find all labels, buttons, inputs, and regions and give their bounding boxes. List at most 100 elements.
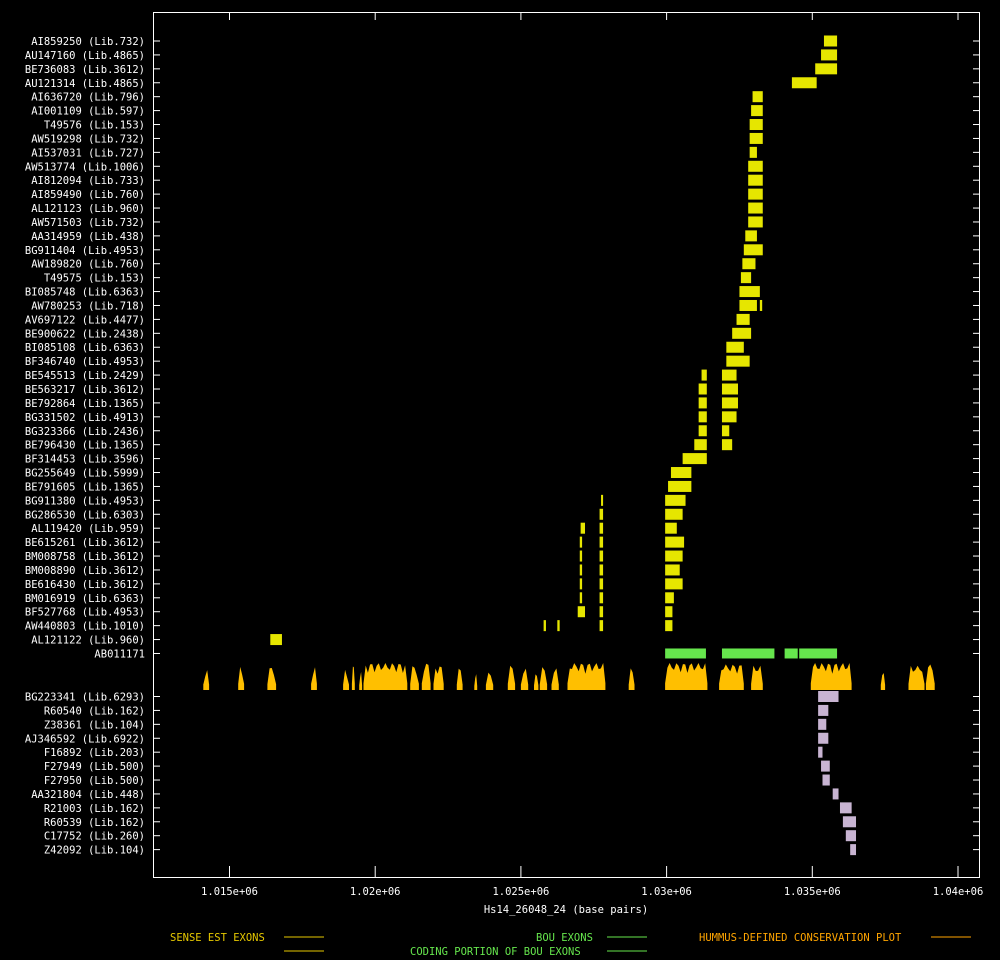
conservation-block-16 [534, 674, 539, 690]
sense-exon-37-1 [599, 550, 604, 562]
sense-exon-8-0 [749, 146, 757, 158]
sense-exon-35-1 [599, 522, 604, 534]
sense-est-label-43: AL121122 (Lib.960) [31, 635, 145, 647]
sense-exon-2-0 [815, 63, 838, 75]
x-axis-label: Hs14_26048_24 (base pairs) [484, 904, 648, 916]
bou-exon-0 [665, 648, 706, 659]
sense-exon-41-2 [665, 606, 673, 618]
sense-est-label-6: T49576 (Lib.153) [44, 120, 145, 132]
sense-exon-13-0 [748, 216, 763, 228]
sense-est-label-12: AL121123 (Lib.960) [31, 203, 145, 215]
sense-exon-36-0 [579, 536, 583, 548]
conservation-block-15 [520, 668, 529, 690]
sense-exon-40-2 [665, 592, 674, 604]
sense-exon-16-0 [742, 258, 756, 270]
x-tick-label-1: 1.02e+06 [350, 886, 401, 898]
x-tick-label-2: 1.025e+06 [492, 886, 549, 898]
sense-exon-34-0 [599, 508, 604, 520]
conservation-block-11 [456, 668, 463, 690]
sense-exon-1-0 [821, 49, 838, 61]
sense-exon-20-0 [736, 313, 750, 325]
sense-exon-39-2 [665, 578, 683, 590]
sense-exon-15-0 [743, 244, 763, 256]
antisense-exon-5-0 [821, 760, 830, 772]
sense-est-label-22: BI085108 (Lib.6363) [25, 342, 145, 354]
sense-exon-30-0 [682, 453, 707, 465]
sense-est-label-42: AW440803 (Lib.1010) [25, 621, 145, 633]
antisense-exon-1-0 [818, 704, 829, 716]
sense-exon-23-0 [726, 355, 750, 367]
legend-bou-label: BOU EXONS [536, 932, 593, 944]
sense-exon-26-1 [721, 397, 738, 409]
sense-est-label-19: AW780253 (Lib.718) [31, 300, 145, 312]
sense-exon-38-1 [599, 564, 604, 576]
sense-exon-29-1 [721, 439, 733, 451]
sense-exon-42-0 [543, 620, 546, 632]
sense-est-label-38: BM008890 (Lib.3612) [25, 565, 145, 577]
sense-exon-4-0 [752, 91, 763, 103]
conservation-block-17 [539, 667, 548, 690]
sense-est-label-2: BE736083 (Lib.3612) [25, 64, 145, 76]
sense-exon-19-1 [759, 299, 763, 311]
sense-exon-6-0 [749, 119, 763, 131]
antisense-est-label-7: AA321804 (Lib.448) [31, 789, 145, 801]
bou-exon-1 [721, 648, 775, 659]
sense-exon-37-0 [579, 550, 583, 562]
est-labels: AI859250 (Lib.732) AU147160 (Lib.4865) BE7… [25, 36, 145, 857]
sense-est-label-30: BF314453 (Lib.3596) [25, 454, 145, 466]
sense-est-label-34: BG286530 (Lib.6303) [25, 509, 145, 521]
sense-exon-32-0 [668, 480, 692, 492]
sense-est-label-8: AI537031 (Lib.727) [31, 147, 145, 159]
x-axis-ticks [153, 12, 980, 877]
sense-est-label-1: AU147160 (Lib.4865) [25, 50, 145, 62]
conservation-block-4 [343, 669, 349, 690]
conservation-block-26 [908, 665, 925, 690]
sense-est-label-14: AA314959 (Lib.438) [31, 231, 145, 243]
sense-exon-42-2 [599, 620, 604, 632]
antisense-est-label-6: F27950 (Lib.500) [44, 775, 145, 787]
conservation-plot [203, 663, 935, 690]
sense-est-label-39: BE616430 (Lib.3612) [25, 579, 145, 591]
legend-hummus-label: HUMMUS-DEFINED CONSERVATION PLOT [699, 932, 902, 944]
sense-est-label-0: AI859250 (Lib.732) [31, 36, 145, 48]
antisense-est-label-9: R60539 (Lib.162) [44, 817, 145, 829]
sense-exon-19-0 [739, 299, 757, 311]
x-axis-tick-labels: 1.015e+06 1.02e+06 1.025e+06 1.03e+06 1.035e… [201, 886, 983, 898]
bou-exon-3 [799, 648, 838, 659]
sense-exon-38-2 [665, 564, 680, 576]
sense-exon-35-0 [580, 522, 586, 534]
conservation-block-0 [203, 670, 210, 690]
antisense-exon-6-0 [822, 774, 830, 786]
antisense-est-label-1: R60540 (Lib.162) [44, 705, 145, 717]
sense-exon-28-1 [721, 425, 730, 437]
sense-est-label-41: BF527768 (Lib.4953) [25, 607, 145, 619]
conservation-block-8 [410, 666, 419, 690]
sense-est-label-20: AV697122 (Lib.4477) [25, 314, 145, 326]
conservation-block-24 [810, 663, 852, 690]
sense-exon-28-0 [698, 425, 707, 437]
antisense-est-label-3: AJ346592 (Lib.6922) [25, 733, 145, 745]
sense-exon-9-0 [748, 160, 763, 172]
sense-exon-25-0 [698, 383, 707, 395]
conservation-block-18 [551, 668, 559, 690]
conservation-block-2 [267, 668, 277, 690]
sense-exon-29-0 [694, 439, 707, 451]
sense-exon-27-1 [721, 411, 737, 423]
sense-exon-3-0 [791, 77, 817, 89]
sense-exon-14-0 [745, 230, 757, 242]
conservation-block-25 [880, 673, 886, 690]
sense-exon-7-0 [749, 132, 763, 144]
sense-exon-42-3 [665, 620, 673, 632]
sense-est-label-7: AW519298 (Lib.732) [31, 133, 145, 145]
sense-est-label-13: AW571503 (Lib.732) [31, 217, 145, 229]
sense-exon-18-0 [739, 286, 760, 298]
sense-exon-36-1 [599, 536, 604, 548]
antisense-exon-7-0 [832, 788, 839, 800]
sense-exon-39-0 [579, 578, 583, 590]
legend: SENSE EST EXONS BOU EXONS CODING PORTION… [170, 932, 971, 958]
sense-exon-31-0 [670, 467, 692, 479]
conservation-block-12 [474, 674, 478, 690]
sense-exon-5-0 [751, 105, 763, 117]
sense-exon-39-1 [599, 578, 604, 590]
